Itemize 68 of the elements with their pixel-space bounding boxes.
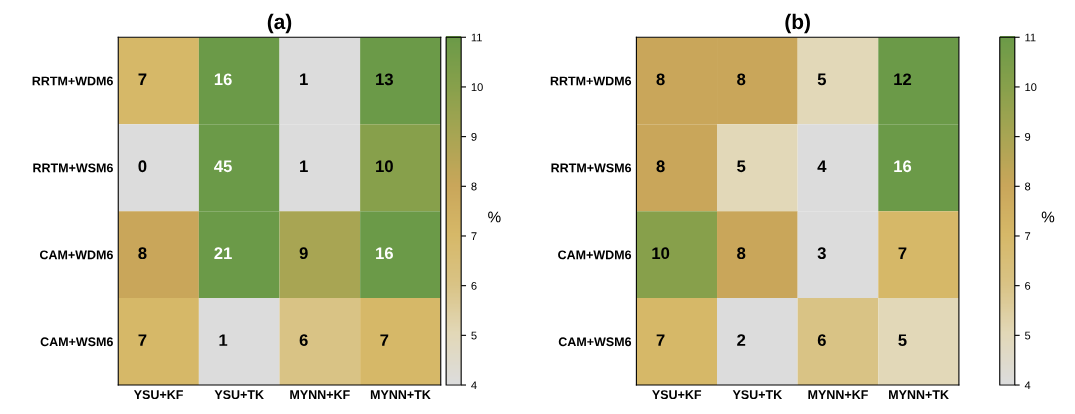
x-tick-label: MYNN+KF	[290, 390, 350, 399]
data-label: 1	[300, 73, 308, 86]
data-label: 9	[299, 247, 308, 260]
data-label: 7	[898, 247, 907, 259]
color-bar-label: 5	[1024, 331, 1031, 340]
color-bar-title: %	[1041, 211, 1055, 223]
data-label: 10	[376, 160, 393, 173]
data-label: 8	[656, 73, 665, 86]
color-bar-label: 9	[471, 132, 477, 141]
data-label: 21	[214, 247, 232, 259]
y-tick-label: CAM+WDM6	[558, 250, 632, 260]
color-bar-label: 8	[471, 182, 477, 191]
color-bar-label: 10	[1025, 83, 1037, 92]
data-label: 8	[138, 247, 147, 260]
color-bar-label: 7	[471, 232, 477, 241]
data-label: 3	[817, 247, 826, 260]
color-bar-label: 5	[471, 331, 477, 340]
color-bar-label: 8	[1025, 182, 1031, 191]
data-label: 8	[656, 160, 665, 173]
color-bar-label: 4	[1024, 381, 1031, 390]
x-tick-label: YSU+KF	[652, 390, 702, 400]
data-label: 1	[300, 160, 308, 172]
data-label: 5	[817, 73, 827, 86]
data-label: 45	[214, 160, 232, 173]
data-label: 0	[138, 160, 147, 173]
y-tick-label: CAM+WDM6	[39, 250, 113, 260]
data-label: 16	[894, 160, 912, 173]
data-label: 5	[737, 160, 746, 173]
data-label: 7	[380, 334, 389, 346]
data-label: 10	[652, 247, 670, 260]
x-tick-label: YSU+TK	[214, 390, 264, 400]
y-tick-label: CAM+WSM6	[40, 337, 113, 347]
data-label: 16	[376, 247, 393, 260]
chart-title: (a)	[267, 13, 292, 34]
color-bar-label: 6	[1025, 281, 1031, 290]
data-label: 6	[817, 334, 826, 347]
data-label: 5	[898, 334, 907, 347]
data-label: 8	[737, 73, 746, 86]
y-tick-label: RRTM+WSM6	[551, 163, 632, 173]
color-bar-label: 6	[471, 281, 477, 290]
x-tick-label: MYNN+TK	[370, 390, 431, 399]
color-bar-label: 11	[471, 33, 482, 42]
x-tick-label: YSU+KF	[133, 390, 183, 400]
y-tick-label: CAM+WSM6	[558, 337, 632, 347]
y-tick-label: RRTM+WDM6	[32, 76, 113, 86]
data-label: 4	[817, 160, 827, 172]
y-tick-label: RRTM+WDM6	[550, 76, 632, 86]
data-label: 7	[138, 73, 147, 86]
data-label: 2	[737, 334, 746, 346]
data-label: 12	[894, 73, 912, 86]
data-label: 1	[219, 334, 228, 346]
data-label: 13	[376, 73, 393, 86]
data-label: 6	[299, 334, 308, 347]
data-label: 7	[656, 334, 665, 346]
x-tick-label: YSU+TK	[732, 390, 783, 400]
color-bar-label: 11	[1025, 33, 1036, 42]
color-bar-title: %	[488, 211, 501, 223]
color-bar-label: 4	[471, 381, 477, 390]
color-bar-label: 9	[1025, 132, 1031, 141]
color-bar-label: 10	[471, 83, 483, 92]
data-label: 8	[737, 247, 746, 260]
y-tick-label: RRTM+WSM6	[33, 163, 113, 173]
x-tick-label: MYNN+KF	[808, 390, 868, 399]
data-label: 7	[138, 334, 147, 346]
chart-title: (b)	[785, 13, 810, 34]
data-label: 16	[214, 73, 232, 86]
x-tick-label: MYNN+TK	[889, 390, 949, 399]
color-bar-label: 7	[1025, 232, 1031, 241]
